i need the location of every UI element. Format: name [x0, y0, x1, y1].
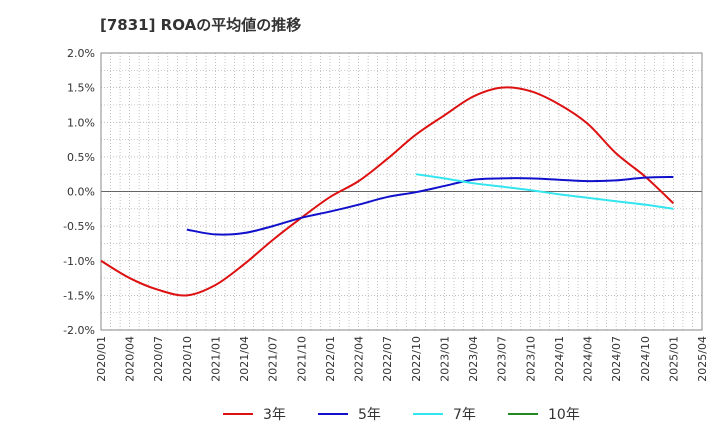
legend-label-3: 10年	[548, 407, 580, 423]
x-tick-label: 2022/01	[324, 336, 337, 382]
x-tick-label: 2020/04	[124, 336, 137, 382]
legend-label-2: 7年	[453, 407, 476, 423]
x-tick-label: 2024/04	[582, 336, 595, 382]
y-tick-label: -2.0%	[63, 324, 95, 337]
x-tick-label: 2021/07	[267, 336, 280, 382]
x-tick-label: 2023/10	[524, 336, 537, 382]
series-line-0	[100, 86, 675, 297]
x-tick-label: 2020/07	[152, 336, 165, 382]
x-tick-label: 2024/07	[610, 336, 623, 382]
x-tick-label: 2022/07	[381, 336, 394, 382]
x-tick-label: 2021/01	[209, 336, 222, 382]
y-tick-label: 1.5%	[67, 82, 95, 95]
x-tick-label: 2022/10	[410, 336, 423, 382]
x-tick-label: 2025/01	[667, 336, 680, 382]
y-tick-label: 0.5%	[67, 151, 95, 164]
series-line-1	[186, 175, 674, 236]
x-tick-label: 2025/04	[696, 336, 709, 382]
x-tick-label: 2023/04	[467, 336, 480, 382]
x-tick-label: 2020/10	[181, 336, 194, 382]
y-tick-label: 1.0%	[67, 116, 95, 129]
x-tick-label: 2024/01	[553, 336, 566, 382]
plot-border	[100, 52, 703, 331]
x-tick-label: 2022/04	[353, 336, 366, 382]
series-line-2	[415, 173, 674, 210]
x-tick-label: 2021/04	[238, 336, 251, 382]
y-tick-label: -0.5%	[63, 220, 95, 233]
y-tick-label: 2.0%	[67, 47, 95, 60]
y-tick-label: -1.5%	[63, 289, 95, 302]
legend-label-0: 3年	[263, 407, 286, 423]
x-tick-label: 2023/07	[496, 336, 509, 382]
x-tick-label: 2023/01	[438, 336, 451, 382]
x-tick-label: 2024/10	[639, 336, 652, 382]
x-tick-label: 2020/01	[95, 336, 108, 382]
legend-label-1: 5年	[358, 407, 381, 423]
x-tick-label: 2021/10	[295, 336, 308, 382]
y-tick-label: -1.0%	[63, 255, 95, 268]
chart-title: [7831] ROAの平均値の推移	[100, 16, 302, 34]
y-tick-label: 0.0%	[67, 186, 95, 199]
